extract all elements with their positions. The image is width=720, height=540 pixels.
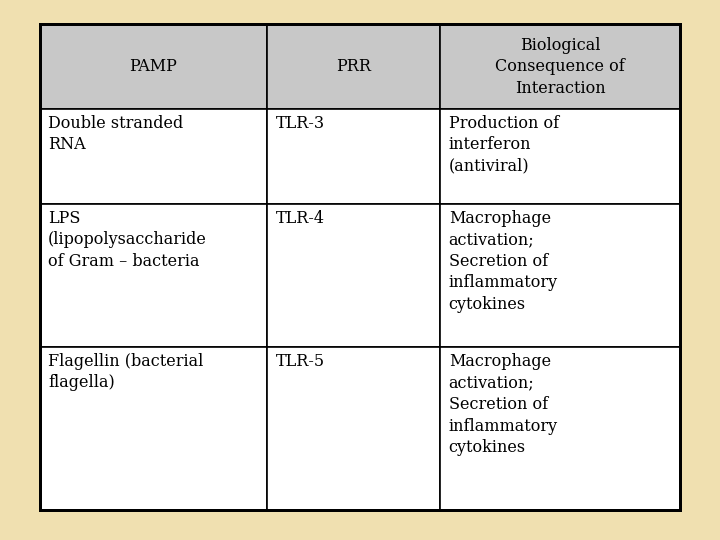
Text: LPS
(lipopolysaccharide
of Gram – bacteria: LPS (lipopolysaccharide of Gram – bacter… xyxy=(48,210,207,269)
FancyBboxPatch shape xyxy=(440,24,680,109)
FancyBboxPatch shape xyxy=(40,24,267,109)
FancyBboxPatch shape xyxy=(40,109,267,204)
FancyBboxPatch shape xyxy=(440,109,680,204)
Text: Macrophage
activation;
Secretion of
inflammatory
cytokines: Macrophage activation; Secretion of infl… xyxy=(449,353,558,456)
Text: PRR: PRR xyxy=(336,58,371,75)
Text: Biological
Consequence of
Interaction: Biological Consequence of Interaction xyxy=(495,37,625,97)
FancyBboxPatch shape xyxy=(440,204,680,348)
Text: TLR-4: TLR-4 xyxy=(276,210,325,226)
Text: Double stranded
RNA: Double stranded RNA xyxy=(48,115,184,153)
FancyBboxPatch shape xyxy=(40,204,267,348)
Text: TLR-3: TLR-3 xyxy=(276,115,325,132)
FancyBboxPatch shape xyxy=(267,348,440,510)
FancyBboxPatch shape xyxy=(267,24,440,109)
Text: Macrophage
activation;
Secretion of
inflammatory
cytokines: Macrophage activation; Secretion of infl… xyxy=(449,210,558,313)
FancyBboxPatch shape xyxy=(267,109,440,204)
FancyBboxPatch shape xyxy=(440,348,680,510)
Text: Production of
interferon
(antiviral): Production of interferon (antiviral) xyxy=(449,115,559,175)
Text: TLR-5: TLR-5 xyxy=(276,353,325,370)
FancyBboxPatch shape xyxy=(267,204,440,348)
FancyBboxPatch shape xyxy=(40,348,267,510)
Text: Flagellin (bacterial
flagella): Flagellin (bacterial flagella) xyxy=(48,353,204,392)
Text: PAMP: PAMP xyxy=(130,58,177,75)
